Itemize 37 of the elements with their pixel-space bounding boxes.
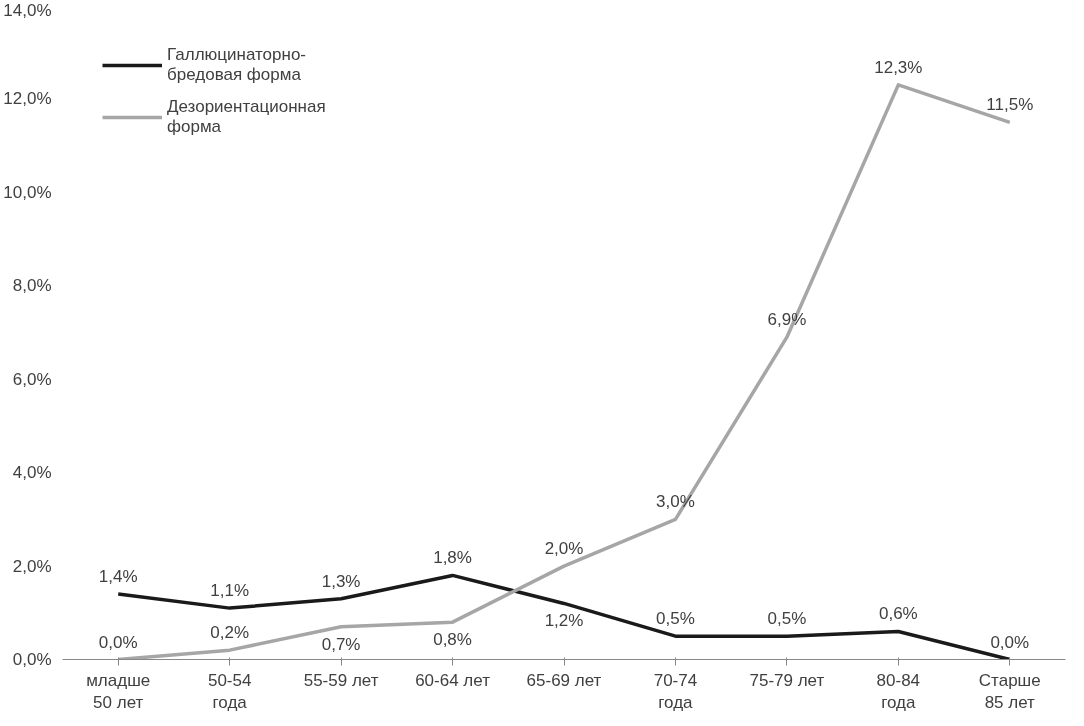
x-tick-label: 65-69 лет xyxy=(526,670,602,690)
data-label: 3,0% xyxy=(656,492,695,512)
x-tick-label: 50-54 года xyxy=(207,670,252,713)
y-tick-label: 10,0% xyxy=(3,182,52,202)
x-tick-label: Старше 85 лет xyxy=(978,670,1041,713)
data-label: 1,4% xyxy=(98,567,138,587)
data-label: 2,0% xyxy=(544,539,584,559)
x-tick-label: 60-64 лет xyxy=(415,670,491,690)
data-label: 0,0% xyxy=(98,632,138,652)
data-label: 12,3% xyxy=(874,57,923,77)
y-tick-label: 12,0% xyxy=(3,89,52,109)
data-label: 0,6% xyxy=(878,604,918,624)
data-label: 0,0% xyxy=(990,632,1030,652)
y-tick-label: 2,0% xyxy=(12,556,52,576)
y-tick-label: 6,0% xyxy=(12,369,52,389)
legend-label: Галлюцинаторно- бредовая форма xyxy=(167,45,307,85)
x-tick-label: 70-74 года xyxy=(653,670,698,713)
data-label: 1,1% xyxy=(210,581,250,601)
data-label: 0,5% xyxy=(656,609,695,629)
y-tick-label: 0,0% xyxy=(12,650,52,669)
data-label: 11,5% xyxy=(986,95,1034,115)
x-tick-label: 80-84 года xyxy=(876,670,921,713)
data-label: 0,7% xyxy=(321,634,361,654)
data-label: 6,9% xyxy=(767,310,807,330)
data-label: 1,3% xyxy=(321,571,361,591)
data-label: 1,8% xyxy=(433,548,472,568)
data-label: 0,8% xyxy=(433,630,472,650)
x-tick-label: 75-79 лет xyxy=(749,670,825,690)
y-tick-label: 14,0% xyxy=(3,0,52,20)
data-label: 0,2% xyxy=(210,623,250,643)
x-tick-label: 55-59 лет xyxy=(303,670,379,690)
legend-label: Дезориентационная форма xyxy=(167,97,326,137)
data-label: 1,2% xyxy=(544,611,584,631)
y-tick-label: 8,0% xyxy=(12,276,52,296)
data-label: 0,5% xyxy=(767,609,807,629)
y-tick-label: 4,0% xyxy=(12,463,52,483)
x-tick-label: младше 50 лет xyxy=(86,670,151,713)
